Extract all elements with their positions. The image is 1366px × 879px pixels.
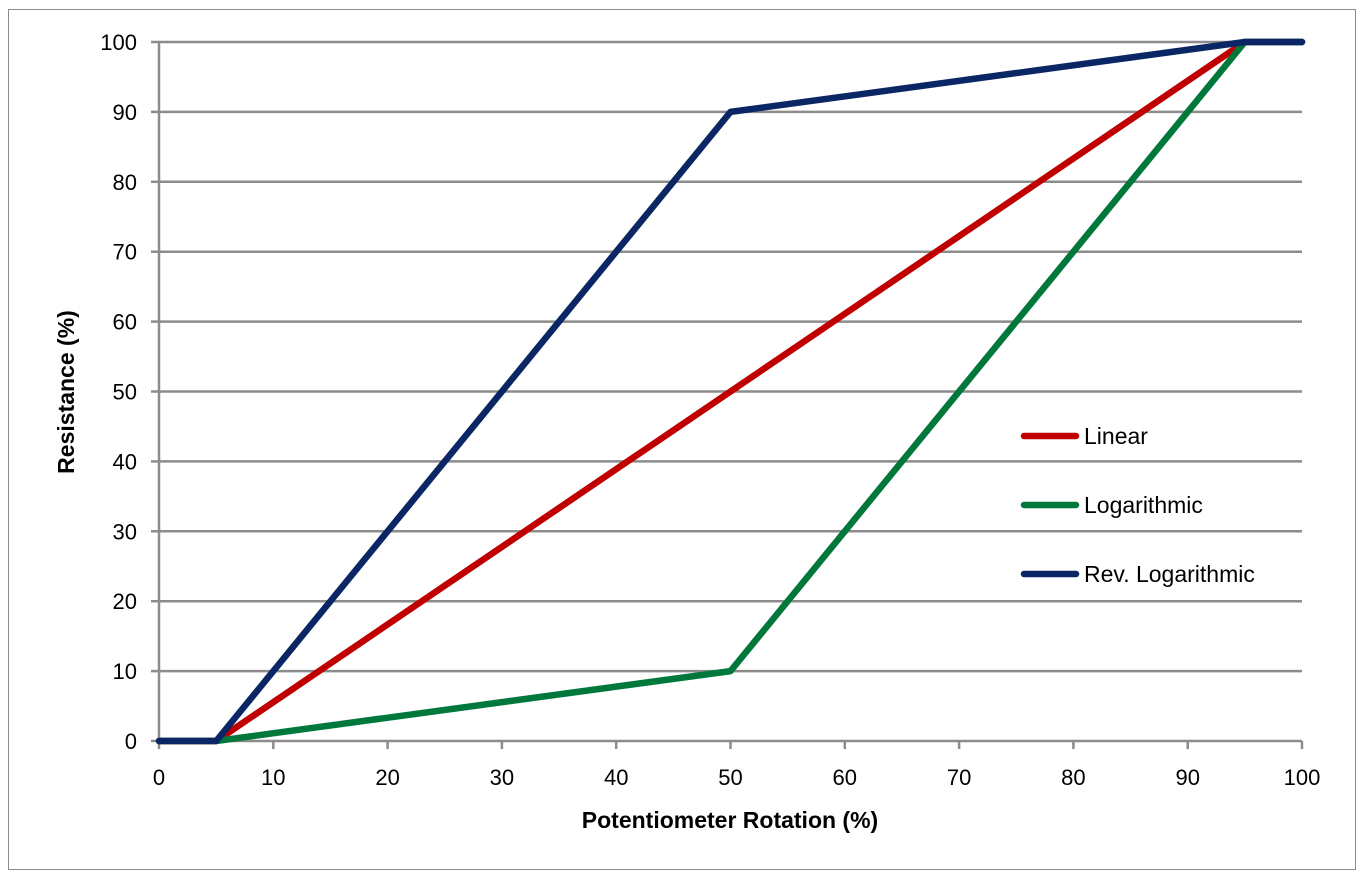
y-tick-label: 60 (113, 310, 137, 335)
y-tick-label: 30 (113, 519, 137, 544)
x-tick-label: 40 (604, 765, 628, 790)
x-tick-label: 90 (1175, 765, 1199, 790)
series-line-rev-logarithmic (155, 38, 1306, 745)
y-tick-label: 10 (113, 659, 137, 684)
y-tick-label: 20 (113, 589, 137, 614)
legend-label-linear: Linear (1084, 423, 1148, 449)
y-tick-label: 0 (125, 729, 137, 754)
x-tick-label: 0 (153, 765, 165, 790)
x-tick-label: 50 (718, 765, 742, 790)
y-tick-label: 80 (113, 170, 137, 195)
y-tick-labels: 0 10 20 30 40 50 60 70 80 90 100 (100, 30, 159, 754)
y-tick-label: 50 (113, 380, 137, 405)
y-tick-label: 70 (113, 240, 137, 265)
legend: Linear Logarithmic Rev. Logarithmic (1020, 423, 1255, 587)
x-axis-title: Potentiometer Rotation (%) (582, 807, 878, 833)
legend-label-logarithmic: Logarithmic (1084, 492, 1203, 518)
x-tick-labels: 0 10 20 30 40 50 60 70 80 90 100 (153, 741, 1320, 790)
legend-label-rev-logarithmic: Rev. Logarithmic (1084, 561, 1255, 587)
x-tick-label: 20 (375, 765, 399, 790)
y-tick-label: 40 (113, 449, 137, 474)
x-tick-label: 10 (261, 765, 285, 790)
y-tick-label: 100 (100, 30, 137, 55)
x-tick-label: 30 (490, 765, 514, 790)
x-tick-label: 70 (947, 765, 971, 790)
x-tick-label: 80 (1061, 765, 1085, 790)
y-axis-title: Resistance (%) (53, 310, 79, 474)
y-tick-label: 90 (113, 100, 137, 125)
series-lines (155, 38, 1306, 745)
x-tick-label: 60 (833, 765, 857, 790)
x-tick-label: 100 (1284, 765, 1321, 790)
